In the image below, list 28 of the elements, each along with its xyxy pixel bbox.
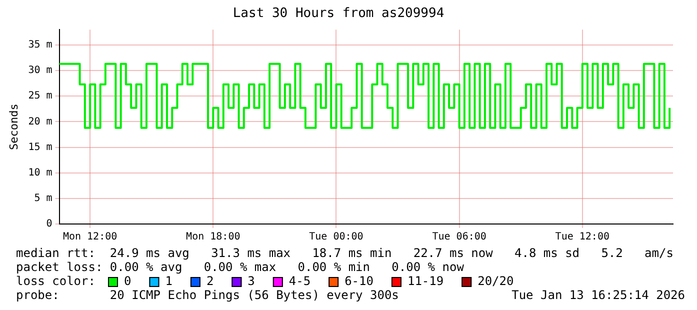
y-tick-label: 15 m <box>28 142 52 153</box>
legend-label: 2 <box>206 274 214 288</box>
y-tick-label: 20 m <box>28 116 52 128</box>
y-tick-label: 30 m <box>28 65 52 76</box>
text: probe: 20 ICMP Echo Pings (56 Bytes) every 300s <box>16 288 399 302</box>
x-tick-label: Tue 12:00 <box>555 232 610 243</box>
y-tick-label: 35 m <box>28 40 52 51</box>
legend-title: loss color: <box>16 274 96 288</box>
y-axis-title: Seconds <box>7 104 20 150</box>
text: packet loss: 0.00 % avg 0.00 % max 0.00 % min 0.00 % now <box>16 260 465 274</box>
text: Tue Jan 13 16:25:14 2026 <box>512 288 685 302</box>
legend-label: 0 <box>124 274 132 288</box>
legend-label: 1 <box>165 274 172 288</box>
y-tick-label: 10 m <box>28 167 52 178</box>
legend-label: 11-19 <box>407 274 444 288</box>
chart-title: Last 30 Hours from as209994 <box>232 6 444 22</box>
x-tick-label: Mon 12:00 <box>62 232 118 243</box>
legend-label: 4-5 <box>288 274 311 288</box>
legend-label: 6-10 <box>344 274 374 288</box>
x-tick-label: Mon 18:00 <box>186 232 240 243</box>
legend-label: 3 <box>248 274 255 288</box>
text: median rtt: 24.9 ms avg 31.3 ms max 18.7 ms min 22.7 ms now 4.8 ms sd 5.2 am/s <box>16 246 674 260</box>
y-tick-label: 0 <box>46 218 52 230</box>
x-tick-label: Tue 06:00 <box>432 232 486 243</box>
x-tick-label: Tue 00:00 <box>309 232 364 243</box>
y-tick-label: 25 m <box>28 90 52 102</box>
y-tick-label: 5 m <box>34 193 52 204</box>
legend-label: 20/20 <box>478 274 514 288</box>
